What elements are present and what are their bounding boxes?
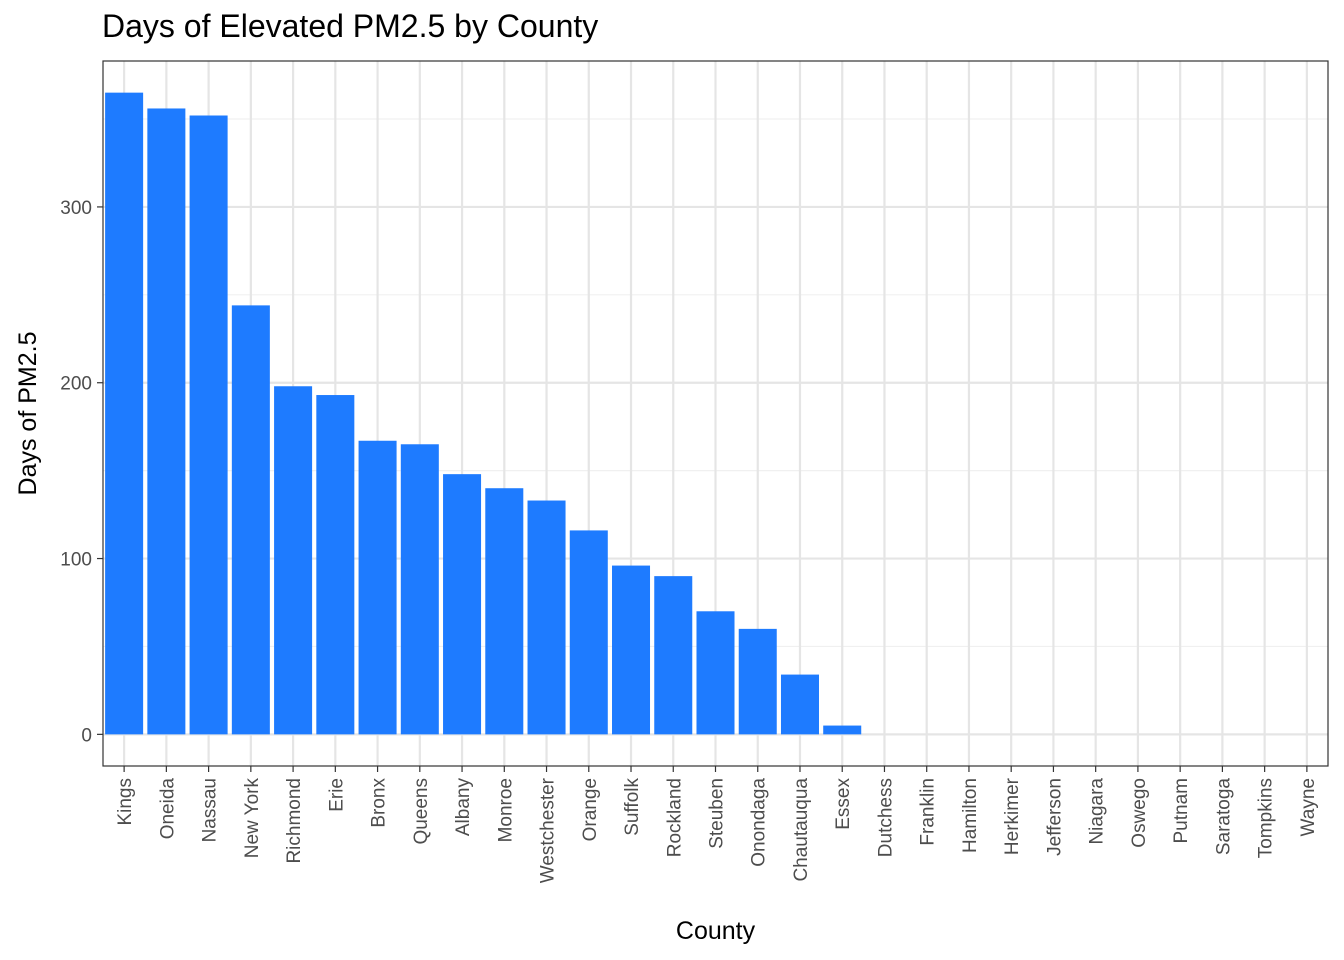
x-axis: Kings Oneida Nassau New York Richmond Erie Bro… <box>115 766 1319 883</box>
x-tick-label: Kings <box>115 778 136 826</box>
bar-rockland <box>654 576 693 735</box>
x-axis-title: County <box>676 917 756 945</box>
x-tick-label: Franklin <box>918 778 939 846</box>
bar-new-york <box>231 305 270 735</box>
x-tick-label: Dutchess <box>875 778 896 857</box>
chart-title: Days of Elevated PM2.5 by County <box>102 8 599 44</box>
bar-onondaga <box>738 628 777 735</box>
bar-suffolk <box>612 565 651 735</box>
bar-kings <box>105 92 144 735</box>
x-tick-label: Nassau <box>200 778 221 842</box>
x-tick-label: Queens <box>411 778 432 845</box>
x-tick-label: Saratoga <box>1213 778 1234 856</box>
y-tick-label: 100 <box>60 550 92 571</box>
y-tick-label: 200 <box>60 374 92 395</box>
bar-oneida <box>147 108 186 735</box>
x-tick-label: Suffolk <box>622 778 643 836</box>
bar-erie <box>316 395 355 735</box>
x-tick-label: Hamilton <box>960 778 981 853</box>
bar-richmond <box>274 386 313 735</box>
x-tick-label: Tompkins <box>1256 778 1277 858</box>
x-tick-label: Albany <box>453 778 474 837</box>
bar-westchester <box>527 500 566 735</box>
x-tick-label: New York <box>242 778 263 859</box>
x-tick-label: Jefferson <box>1044 778 1065 856</box>
bar-bronx <box>358 440 397 735</box>
y-axis-title: Days of PM2.5 <box>14 332 42 496</box>
y-axis: 0 100 200 300 <box>60 198 103 746</box>
bar-queens <box>400 444 439 735</box>
bar-chautauqua <box>780 674 819 735</box>
x-tick-label: Richmond <box>284 778 305 864</box>
x-tick-label: Putnam <box>1171 778 1192 843</box>
bar-essex <box>823 725 862 735</box>
x-tick-label: Niagara <box>1087 778 1108 845</box>
x-tick-label: Monroe <box>495 778 516 842</box>
bar-albany <box>443 474 482 735</box>
x-tick-label: Chautauqua <box>791 778 812 882</box>
bar-orange <box>569 530 608 735</box>
bars <box>105 92 862 735</box>
y-tick-label: 0 <box>81 725 92 746</box>
x-tick-label: Essex <box>833 778 854 830</box>
bar-steuben <box>696 611 735 735</box>
x-tick-label: Orange <box>580 778 601 841</box>
x-tick-label: Erie <box>326 778 347 812</box>
x-tick-label: Rockland <box>664 778 685 857</box>
x-tick-label: Steuben <box>707 778 728 849</box>
x-tick-label: Onondaga <box>749 778 770 867</box>
bar-monroe <box>485 488 524 735</box>
x-tick-label: Bronx <box>369 778 390 828</box>
x-tick-label: Wayne <box>1298 778 1319 836</box>
y-tick-label: 300 <box>60 198 92 219</box>
x-tick-label: Oswego <box>1129 778 1150 848</box>
bar-nassau <box>189 115 228 735</box>
x-tick-label: Oneida <box>157 778 178 840</box>
x-tick-label: Herkimer <box>1002 777 1023 855</box>
x-tick-label: Westchester <box>538 777 559 883</box>
